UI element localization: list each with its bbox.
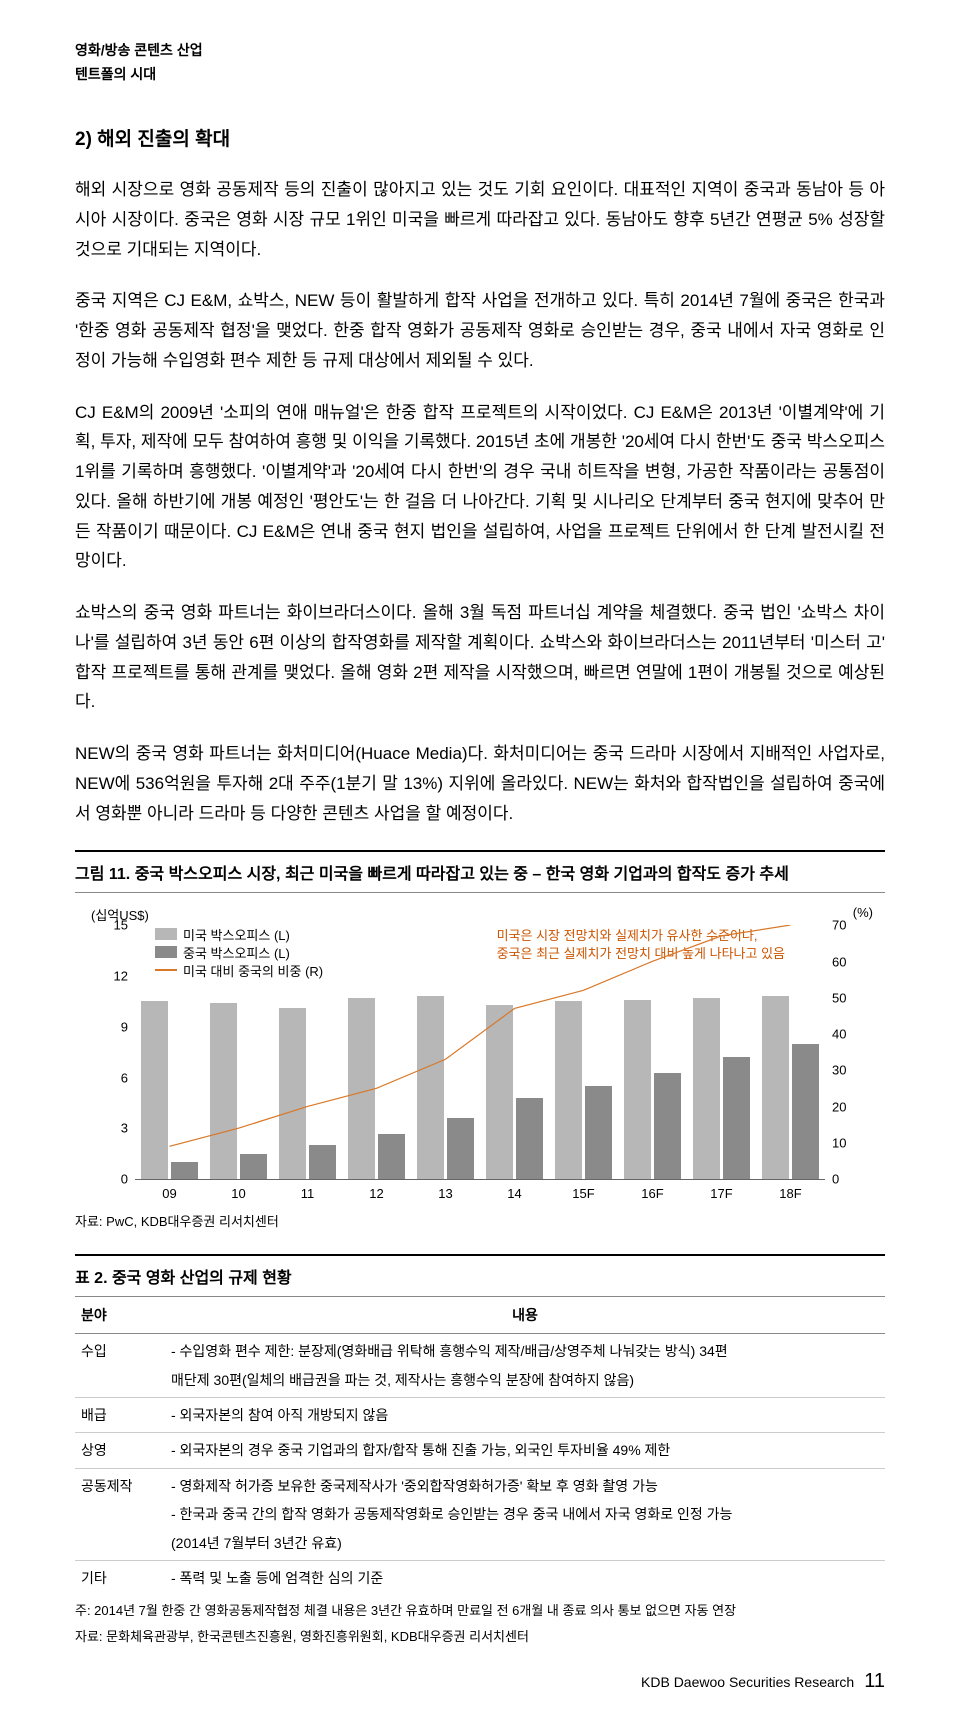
section-heading: 2) 해외 진출의 확대 xyxy=(75,124,885,151)
table-row: 기타- 폭력 및 노출 등에 엄격한 심의 기준 xyxy=(75,1560,885,1595)
body-paragraph: 해외 시장으로 영화 공동제작 등의 진출이 많아지고 있는 것도 기회 요인이… xyxy=(75,175,885,264)
y-tick-left: 9 xyxy=(100,1019,128,1034)
figure-title: 그림 11. 중국 박스오피스 시장, 최근 미국을 빠르게 따라잡고 있는 중… xyxy=(75,850,885,893)
table-cell-content: - 한국과 중국 간의 합작 영화가 공동제작영화로 승인받는 경우 중국 내에… xyxy=(165,1503,885,1531)
body-paragraph: 쇼박스의 중국 영화 파트너는 화이브라더스이다. 올해 3월 독점 파트너십 … xyxy=(75,598,885,717)
y-tick-left: 3 xyxy=(100,1121,128,1136)
x-tick-label: 11 xyxy=(273,1186,342,1201)
y-tick-left: 6 xyxy=(100,1070,128,1085)
table-row: 상영- 외국자본의 경우 중국 기업과의 합자/합작 통해 진출 가능, 외국인… xyxy=(75,1433,885,1468)
table-row: 매단제 30편(일체의 배급권을 파는 것, 제작사는 흥행수익 분장에 참여하… xyxy=(75,1369,885,1398)
y-tick-right: 60 xyxy=(832,954,860,969)
page-footer: KDB Daewoo Securities Research 11 xyxy=(75,1670,885,1693)
document-page: 영화/방송 콘텐츠 산업 텐트폴의 시대 2) 해외 진출의 확대 해외 시장으… xyxy=(0,0,960,1723)
figure-source: 자료: PwC, KDB대우증권 리서치센터 xyxy=(75,1211,885,1230)
table-cell-category: 상영 xyxy=(75,1433,165,1468)
x-tick-label: 16F xyxy=(618,1186,687,1201)
table-footnote: 주: 2014년 7월 한중 간 영화공동제작협정 체결 내용은 3년간 유효하… xyxy=(75,1601,885,1621)
x-tick-label: 12 xyxy=(342,1186,411,1201)
table-cell-category: 배급 xyxy=(75,1398,165,1433)
ratio-line xyxy=(170,925,791,1146)
table-cell-content: - 영화제작 허가증 보유한 중국제작사가 '중외합작영화허가증' 확보 후 영… xyxy=(165,1468,885,1503)
table-cell-content: - 외국자본의 참여 아직 개방되지 않음 xyxy=(165,1398,885,1433)
regulation-table: 분야 내용 수입- 수입영화 편수 제한: 분장제(영화배급 위탁해 흥행수익 … xyxy=(75,1297,885,1595)
x-tick-label: 10 xyxy=(204,1186,273,1201)
y-tick-right: 50 xyxy=(832,990,860,1005)
y-tick-right: 0 xyxy=(832,1172,860,1187)
table-cell-content: (2014년 7월부터 3년간 유효) xyxy=(165,1532,885,1561)
x-tick-label: 13 xyxy=(411,1186,480,1201)
table-cell-content: - 수입영화 편수 제한: 분장제(영화배급 위탁해 흥행수익 제작/배급/상영… xyxy=(165,1334,885,1369)
boxoffice-chart: (십억US$) (%) 미국 박스오피스 (L) 중국 박스오피스 (L) 미국… xyxy=(75,905,885,1205)
table-cell-category xyxy=(75,1369,165,1398)
y-tick-left: 0 xyxy=(100,1172,128,1187)
body-paragraph: 중국 지역은 CJ E&M, 쇼박스, NEW 등이 활발하게 합작 사업을 전… xyxy=(75,286,885,375)
table-cell-category: 공동제작 xyxy=(75,1468,165,1503)
y-tick-right: 20 xyxy=(832,1099,860,1114)
x-tick-label: 09 xyxy=(135,1186,204,1201)
table-header-category: 분야 xyxy=(75,1297,165,1334)
body-paragraph: CJ E&M의 2009년 '소피의 연애 매뉴얼'은 한중 합작 프로젝트의 … xyxy=(75,398,885,577)
table-row: - 한국과 중국 간의 합작 영화가 공동제작영화로 승인받는 경우 중국 내에… xyxy=(75,1503,885,1531)
y-tick-right: 40 xyxy=(832,1027,860,1042)
doc-category: 영화/방송 콘텐츠 산업 xyxy=(75,40,885,60)
table-title: 표 2. 중국 영화 산업의 규제 현황 xyxy=(75,1254,885,1297)
table-cell-content: - 외국자본의 경우 중국 기업과의 합자/합작 통해 진출 가능, 외국인 투… xyxy=(165,1433,885,1468)
table-cell-category xyxy=(75,1532,165,1561)
footer-brand: KDB Daewoo Securities Research xyxy=(641,1674,854,1690)
x-tick-label: 17F xyxy=(687,1186,756,1201)
table-row: 공동제작- 영화제작 허가증 보유한 중국제작사가 '중외합작영화허가증' 확보… xyxy=(75,1468,885,1503)
table-row: 배급- 외국자본의 참여 아직 개방되지 않음 xyxy=(75,1398,885,1433)
x-tick-label: 18F xyxy=(756,1186,825,1201)
table-header-content: 내용 xyxy=(165,1297,885,1334)
table-cell-category: 기타 xyxy=(75,1560,165,1595)
table-row: 수입- 수입영화 편수 제한: 분장제(영화배급 위탁해 흥행수익 제작/배급/… xyxy=(75,1334,885,1369)
chart-plot-area: 09101112131415F16F17F18F 036912150102030… xyxy=(135,925,825,1180)
doc-subtitle: 텐트폴의 시대 xyxy=(75,64,885,84)
y-tick-right: 30 xyxy=(832,1063,860,1078)
y-tick-right: 70 xyxy=(832,918,860,933)
table-source: 자료: 문화체육관광부, 한국콘텐츠진흥원, 영화진흥위원회, KDB대우증권 … xyxy=(75,1627,885,1647)
x-tick-label: 15F xyxy=(549,1186,618,1201)
y-tick-left: 12 xyxy=(100,969,128,984)
table-cell-content: 매단제 30편(일체의 배급권을 파는 것, 제작사는 흥행수익 분장에 참여하… xyxy=(165,1369,885,1398)
y-tick-left: 15 xyxy=(100,918,128,933)
x-tick-label: 14 xyxy=(480,1186,549,1201)
page-number: 11 xyxy=(864,1670,885,1693)
table-cell-category: 수입 xyxy=(75,1334,165,1369)
table-cell-content: - 폭력 및 노출 등에 엄격한 심의 기준 xyxy=(165,1560,885,1595)
y-tick-right: 10 xyxy=(832,1135,860,1150)
table-cell-category xyxy=(75,1503,165,1531)
table-row: (2014년 7월부터 3년간 유효) xyxy=(75,1532,885,1561)
body-paragraph: NEW의 중국 영화 파트너는 화처미디어(Huace Media)다. 화처미… xyxy=(75,739,885,828)
